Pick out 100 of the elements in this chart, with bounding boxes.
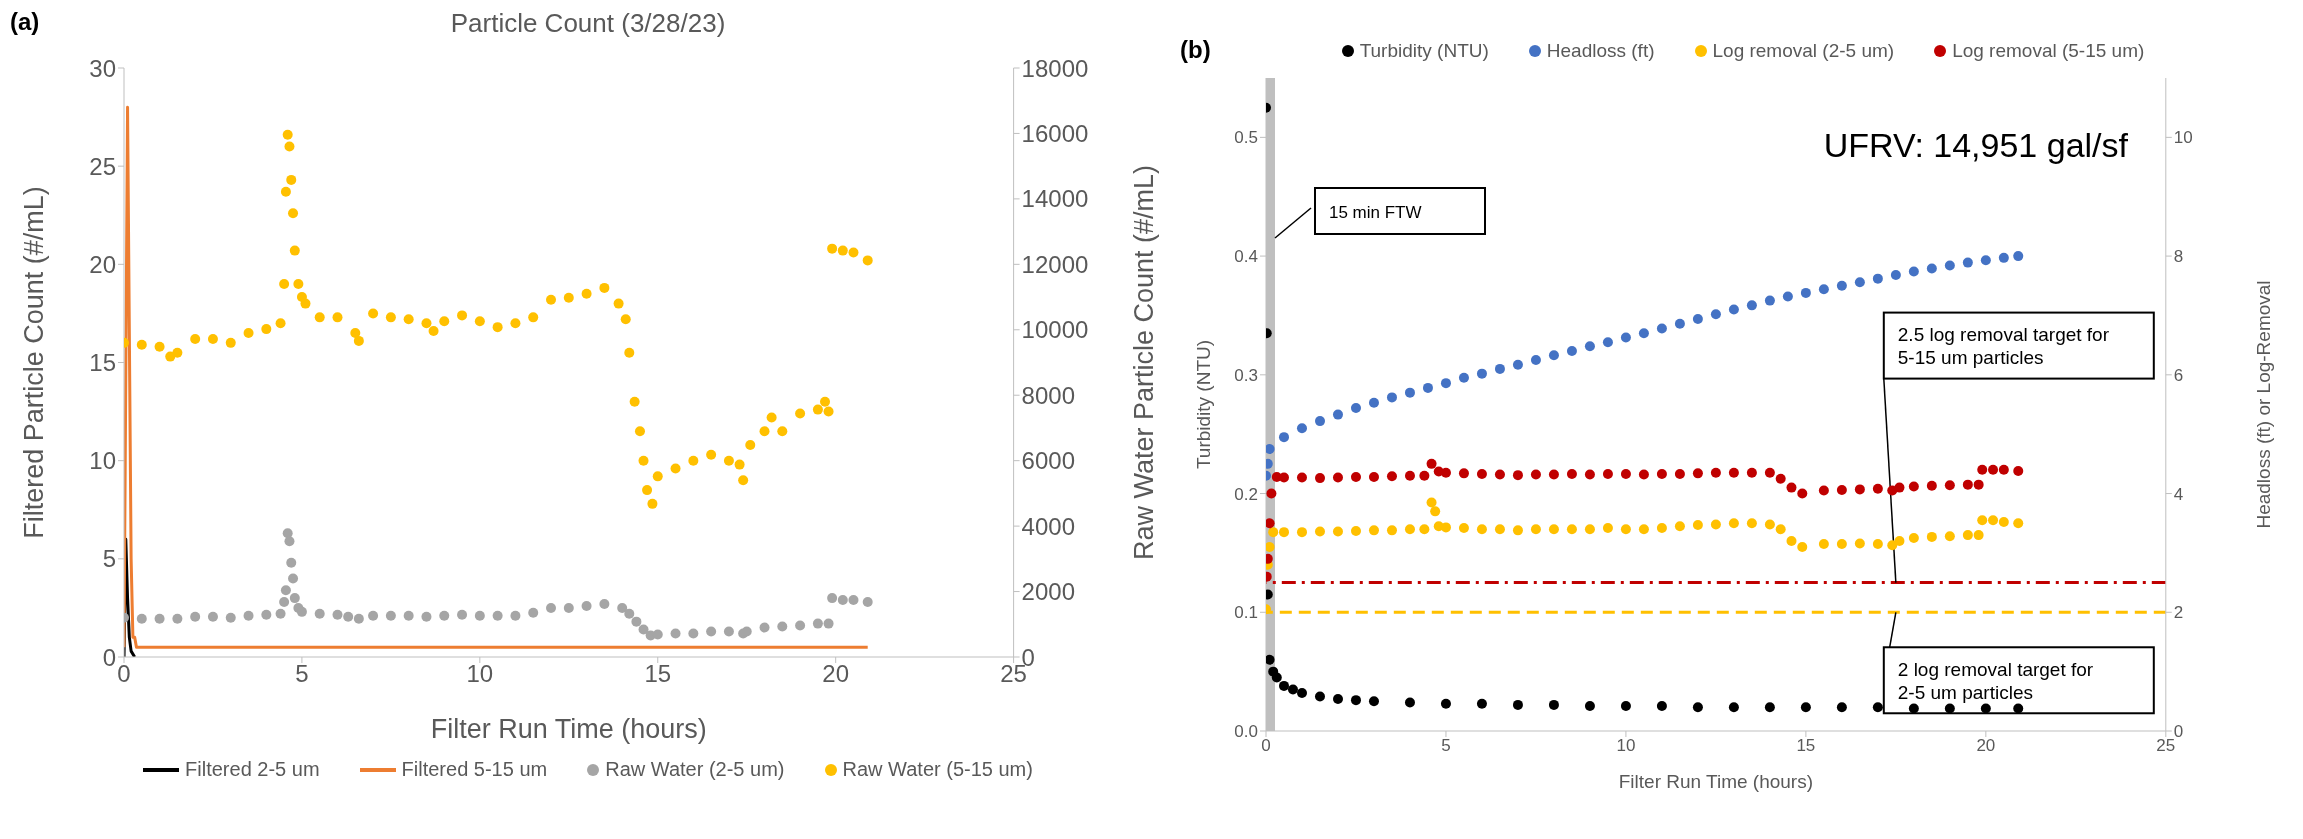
point <box>1566 468 1577 479</box>
point <box>1977 515 1988 526</box>
point <box>1419 524 1430 535</box>
y-tick-label: 30 <box>89 54 116 82</box>
point <box>368 610 379 621</box>
y2-tick-label: 0 <box>2173 722 2184 742</box>
point <box>1894 536 1905 547</box>
y-tick-label: 0 <box>102 643 116 671</box>
point <box>1530 469 1541 480</box>
point <box>1710 309 1721 320</box>
point <box>403 610 414 621</box>
point <box>1584 524 1595 535</box>
point <box>1728 702 1739 713</box>
point <box>1266 444 1275 455</box>
y2-tick-label: 4 <box>2173 484 2184 504</box>
point <box>457 609 468 620</box>
point <box>1797 488 1808 499</box>
point <box>172 613 183 624</box>
y2-tick-label: 16000 <box>1021 119 1089 147</box>
point <box>1656 468 1667 479</box>
point <box>1368 696 1379 707</box>
x-tick-label: 20 <box>822 660 850 688</box>
legend-label: Filtered 2-5 um <box>185 758 320 781</box>
point <box>353 613 364 624</box>
point <box>1494 363 1505 374</box>
x-axis-title: Filter Run Time (hours) <box>1618 771 1814 792</box>
point <box>617 602 628 613</box>
y2-tick-label: 8000 <box>1021 381 1075 409</box>
point <box>1512 699 1523 710</box>
point <box>1404 387 1415 398</box>
point <box>289 593 300 604</box>
point <box>385 610 396 621</box>
y-tick-label: 15 <box>89 349 116 377</box>
point <box>1854 484 1865 495</box>
point <box>510 610 521 621</box>
point <box>546 602 557 613</box>
point <box>827 593 838 604</box>
point <box>1566 524 1577 535</box>
point <box>624 608 635 619</box>
point <box>1973 479 1984 490</box>
point <box>1944 531 1955 542</box>
point <box>1782 291 1793 302</box>
point <box>1638 328 1649 339</box>
point <box>1728 518 1739 529</box>
point <box>1296 423 1307 434</box>
point <box>1476 698 1487 709</box>
x-tick-label: 0 <box>1261 736 1271 756</box>
legend-label: Headloss (ft) <box>1546 40 1655 62</box>
y2-tick-label: 18000 <box>1021 54 1089 82</box>
legend-label: Raw Water (2-5 um) <box>605 758 785 781</box>
point <box>1818 485 1829 496</box>
chart-title: Particle Count (3/28/23) <box>450 8 726 38</box>
point <box>1998 252 2009 263</box>
point <box>862 597 873 608</box>
y2-tick-label: 2 <box>2173 603 2184 623</box>
point <box>1266 654 1275 665</box>
point <box>837 595 848 606</box>
point <box>1944 260 1955 271</box>
point <box>1926 531 1937 542</box>
point <box>1998 517 2009 528</box>
point <box>1279 680 1289 691</box>
point <box>1638 524 1649 535</box>
point <box>1332 526 1343 537</box>
x-axis-title: Filter Run Time (hours) <box>430 714 707 744</box>
point <box>1980 255 1991 266</box>
point <box>1476 468 1487 479</box>
x-tick-label: 15 <box>1796 736 1816 756</box>
point <box>1476 524 1487 535</box>
point <box>1368 397 1379 408</box>
point <box>1786 536 1797 547</box>
point <box>1890 270 1901 281</box>
y2-tick-label: 14000 <box>1021 185 1089 213</box>
point <box>280 585 291 596</box>
point <box>1426 497 1437 508</box>
point <box>1296 688 1307 699</box>
point <box>1908 481 1919 492</box>
point <box>2013 251 2024 262</box>
point <box>1674 318 1685 329</box>
annotation: UFRV: 14,951 gal/sf <box>1823 126 2128 165</box>
point <box>1266 518 1275 529</box>
y-tick-label: 0.0 <box>1234 722 1258 742</box>
point <box>1314 691 1325 702</box>
point <box>343 611 354 622</box>
point <box>1656 522 1667 533</box>
point <box>492 610 503 621</box>
point <box>1386 392 1397 403</box>
point <box>2013 465 2024 476</box>
point <box>1746 467 1757 478</box>
point <box>638 624 649 635</box>
x-tick-label: 5 <box>295 660 309 688</box>
point <box>1998 464 2009 475</box>
point <box>1872 483 1883 494</box>
point <box>1764 295 1775 306</box>
point <box>1710 519 1721 530</box>
point <box>421 611 432 622</box>
point <box>631 616 642 627</box>
point <box>1404 697 1415 708</box>
point <box>1944 703 1955 714</box>
point <box>599 598 610 609</box>
point <box>1440 522 1451 533</box>
